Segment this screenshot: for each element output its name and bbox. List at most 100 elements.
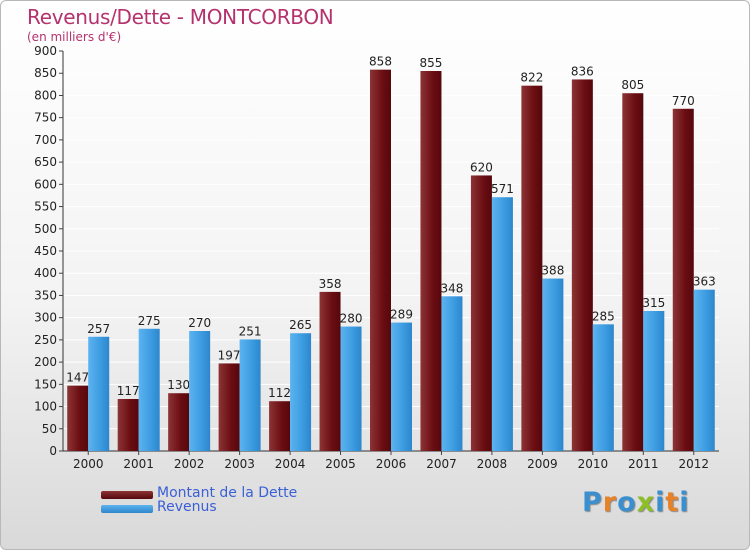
y-tick-label: 600	[34, 177, 57, 191]
y-tick-label: 650	[34, 155, 57, 169]
bar-revenus	[391, 322, 412, 451]
legend-swatch-dette	[101, 491, 153, 499]
proxiti-logo: Proxiti	[582, 487, 690, 518]
data-label-revenus: 265	[289, 318, 312, 332]
data-label-revenus: 251	[239, 324, 262, 338]
x-tick-label: 2003	[224, 457, 255, 471]
data-label-dette: 836	[571, 64, 594, 78]
bar-revenus	[138, 328, 160, 451]
bar-revenus	[340, 326, 362, 451]
logo-letter: r	[602, 487, 618, 518]
logo-letter: i	[679, 487, 690, 518]
data-label-revenus: 289	[390, 308, 413, 322]
y-tick-label: 400	[34, 266, 57, 280]
x-tick-label: 2007	[426, 457, 457, 471]
y-tick-label: 0	[49, 444, 57, 458]
y-tick-label: 350	[34, 288, 57, 302]
bar-revenus	[441, 296, 463, 451]
data-label-revenus: 270	[188, 316, 211, 330]
bar-revenus	[491, 197, 513, 451]
bar-dette	[521, 85, 543, 452]
bar-revenus	[693, 289, 715, 451]
data-label-dette: 197	[218, 348, 241, 362]
y-tick-label: 100	[34, 400, 57, 414]
bar-revenus	[592, 324, 614, 451]
data-label-dette: 117	[117, 384, 140, 398]
logo-letter: o	[617, 487, 637, 518]
y-tick-label: 300	[34, 311, 57, 325]
bar-dette	[67, 385, 89, 451]
y-tick-label: 200	[34, 355, 57, 369]
y-tick-label: 50	[42, 422, 57, 436]
data-label-revenus: 315	[642, 296, 665, 310]
bar-revenus	[88, 336, 110, 451]
x-tick-label: 2004	[275, 457, 306, 471]
x-tick-label: 2006	[376, 457, 407, 471]
data-label-revenus: 348	[441, 281, 464, 295]
data-label-revenus: 388	[541, 264, 564, 278]
x-tick-label: 2000	[73, 457, 104, 471]
chart-title: Revenus/Dette - MONTCORBON	[27, 5, 334, 29]
y-tick-label: 500	[34, 222, 57, 236]
bar-dette	[370, 69, 391, 452]
data-label-dette: 770	[672, 94, 695, 108]
data-label-revenus: 571	[491, 182, 514, 196]
bar-revenus	[643, 311, 665, 451]
bar-dette	[571, 79, 593, 451]
x-tick-label: 2005	[325, 457, 356, 471]
legend-label-dette: Montant de la Dette	[157, 485, 298, 501]
logo-letter: x	[636, 487, 656, 518]
x-tick-label: 2008	[477, 457, 508, 471]
y-tick-label: 800	[34, 88, 57, 102]
bar-revenus	[189, 331, 211, 451]
data-label-revenus: 275	[138, 314, 161, 328]
data-label-dette: 112	[268, 386, 291, 400]
logo-letter: P	[582, 487, 603, 518]
bar-dette	[269, 401, 291, 451]
bar-dette	[117, 399, 139, 451]
logo-letter: t	[665, 487, 680, 518]
y-tick-label: 550	[34, 200, 57, 214]
y-tick-label: 850	[34, 66, 57, 80]
data-label-dette: 822	[520, 71, 543, 85]
x-tick-label: 2012	[678, 457, 709, 471]
data-label-dette: 805	[621, 78, 644, 92]
bar-revenus	[239, 339, 261, 451]
data-label-dette: 358	[319, 277, 342, 291]
data-label-dette: 858	[369, 55, 392, 69]
logo-letter: i	[655, 487, 666, 518]
bar-revenus	[542, 278, 564, 451]
data-label-revenus: 257	[87, 322, 110, 336]
chart-subtitle: (en milliers d'€)	[27, 30, 122, 44]
data-label-dette: 130	[167, 378, 190, 392]
data-label-dette: 147	[66, 371, 89, 385]
bar-dette	[622, 93, 644, 451]
bar-dette	[218, 363, 240, 451]
legend-label-revenus: Revenus	[157, 499, 217, 515]
bar-dette	[672, 108, 694, 452]
x-tick-label: 2009	[527, 457, 558, 471]
y-tick-label: 700	[34, 133, 57, 147]
y-tick-label: 250	[34, 333, 57, 347]
legend-swatch-revenus	[101, 505, 153, 513]
bar-dette	[470, 175, 492, 451]
x-tick-label: 2010	[578, 457, 609, 471]
bar-dette	[319, 291, 341, 451]
data-label-revenus: 363	[693, 275, 716, 289]
bar-dette	[168, 393, 190, 451]
y-tick-label: 150	[34, 377, 57, 391]
y-tick-label: 900	[34, 44, 57, 58]
x-tick-label: 2002	[174, 457, 205, 471]
data-label-revenus: 280	[340, 312, 363, 326]
y-tick-label: 750	[34, 111, 57, 125]
bar-dette	[420, 71, 442, 451]
x-tick-label: 2001	[123, 457, 154, 471]
x-tick-label: 2011	[628, 457, 659, 471]
data-label-dette: 855	[420, 56, 443, 70]
bar-revenus	[290, 333, 312, 451]
y-tick-label: 450	[34, 244, 57, 258]
data-label-dette: 620	[470, 160, 493, 174]
data-label-revenus: 285	[592, 309, 615, 323]
